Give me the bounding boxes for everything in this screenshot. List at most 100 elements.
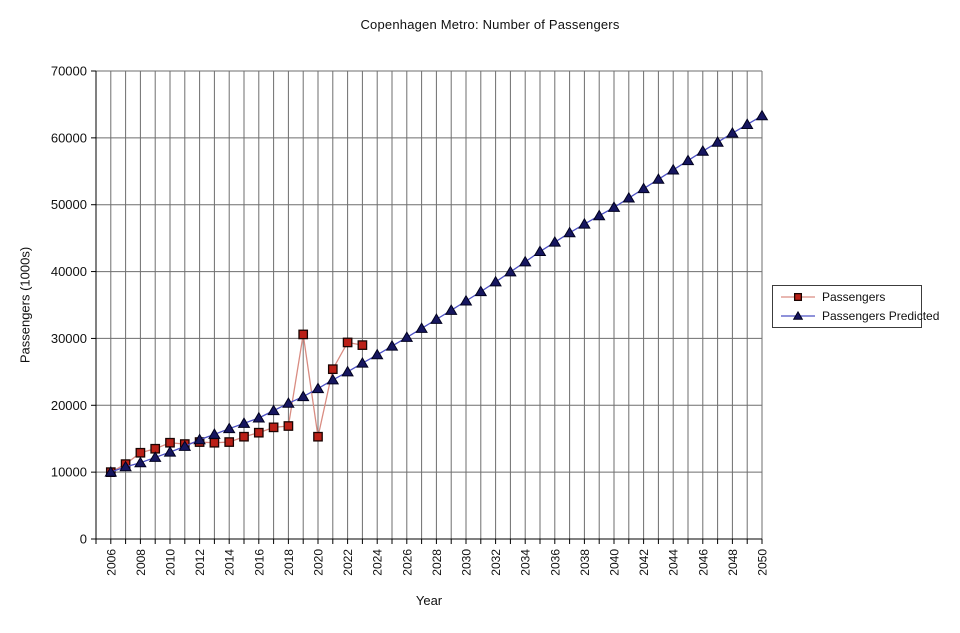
marker-passengers-predicted-2031	[474, 285, 488, 297]
marker-passengers-predicted-2023	[356, 356, 369, 368]
x-axis-title: Year	[415, 593, 443, 608]
marker-passengers-predicted-2011	[178, 440, 192, 451]
x-tick-label: 2022	[341, 549, 355, 576]
marker-passengers-2015	[239, 431, 249, 442]
x-tick-label: 2034	[519, 549, 533, 576]
legend-item-passengers: Passengers	[780, 290, 921, 305]
marker-passengers-predicted-2036	[548, 235, 562, 247]
marker-passengers-predicted-2022	[341, 365, 354, 377]
y-tick-label: 60000	[51, 130, 87, 145]
x-tick-label: 2014	[223, 549, 237, 576]
marker-passengers-predicted-2039	[592, 209, 606, 221]
marker-passengers-predicted-2017	[267, 404, 280, 416]
x-tick-label: 2026	[400, 549, 414, 576]
marker-passengers-2022	[342, 337, 353, 348]
marker-passengers-predicted-2042	[637, 182, 650, 194]
y-tick-label: 50000	[51, 197, 87, 212]
marker-passengers-2010	[165, 437, 175, 448]
marker-passengers-2016	[253, 427, 264, 438]
marker-passengers-predicted-2040	[607, 201, 621, 212]
x-tick-label: 2012	[193, 549, 207, 576]
marker-passengers-predicted-2021	[326, 373, 340, 385]
series-passengers-predicted	[104, 109, 769, 477]
marker-passengers-predicted-2037	[563, 226, 576, 238]
marker-passengers-predicted-2029	[444, 304, 458, 315]
x-tick-label: 2040	[608, 549, 622, 576]
marker-passengers-predicted-2035	[533, 245, 547, 257]
marker-passengers-2013	[209, 437, 220, 448]
marker-passengers-predicted-2018	[282, 397, 295, 408]
x-tick-label: 2042	[637, 549, 651, 576]
marker-passengers-predicted-2014	[222, 422, 236, 434]
x-tick-label: 2046	[696, 549, 710, 576]
series-line-passengers	[110, 334, 363, 473]
marker-passengers-predicted-2015	[237, 417, 251, 428]
x-tick-label: 2016	[252, 549, 266, 576]
marker-passengers-predicted-2012	[193, 433, 206, 445]
marker-passengers-2020	[313, 431, 323, 442]
legend-marker-sample	[793, 293, 803, 302]
y-tick-label: 10000	[51, 465, 87, 480]
marker-passengers-predicted-2019	[296, 390, 310, 402]
marker-passengers-2017	[268, 422, 279, 433]
marker-passengers-2014	[224, 437, 235, 447]
marker-passengers-predicted-2009	[148, 451, 162, 462]
marker-passengers-predicted-2045	[681, 154, 695, 166]
marker-passengers-predicted-2025	[385, 339, 399, 351]
marker-passengers-predicted-2049	[740, 118, 754, 129]
marker-passengers-predicted-2034	[518, 255, 532, 267]
marker-passengers-2008	[135, 447, 146, 458]
x-tick-label: 2036	[548, 549, 562, 576]
marker-passengers-predicted-2046	[696, 145, 710, 156]
series-passengers	[105, 329, 368, 477]
y-tick-label: 30000	[51, 331, 87, 346]
marker-passengers-predicted-2007	[119, 460, 132, 472]
y-tick-label: 0	[80, 532, 87, 547]
y-tick-label: 20000	[51, 398, 87, 413]
marker-passengers-2021	[327, 364, 338, 375]
marker-passengers-predicted-2027	[415, 322, 428, 333]
marker-passengers-predicted-2032	[489, 275, 502, 287]
marker-passengers-predicted-2030	[459, 294, 473, 306]
marker-passengers-predicted-2033	[504, 265, 517, 277]
y-tick-label: 40000	[51, 264, 87, 279]
marker-passengers-predicted-2047	[711, 136, 724, 147]
x-tick-label: 2028	[430, 549, 444, 576]
x-tick-label: 2038	[578, 549, 592, 576]
x-tick-label: 2032	[489, 549, 503, 576]
marker-passengers-2018	[283, 421, 294, 431]
marker-passengers-predicted-2048	[726, 126, 739, 138]
y-tick-label: 70000	[51, 64, 87, 79]
x-tick-label: 2050	[756, 549, 770, 576]
x-tick-label: 2008	[134, 549, 148, 576]
marker-passengers-predicted-2028	[430, 313, 443, 324]
x-tick-label: 2030	[460, 549, 474, 576]
marker-passengers-predicted-2013	[208, 428, 221, 439]
marker-passengers-2023	[357, 340, 368, 350]
legend-item-passengers-predicted: Passengers Predicted	[780, 308, 939, 323]
marker-passengers-predicted-2044	[666, 163, 680, 175]
x-tick-label: 2044	[667, 549, 681, 576]
marker-passengers-predicted-2024	[370, 348, 384, 360]
triangle-icon	[781, 310, 815, 320]
x-tick-label: 2048	[726, 549, 740, 576]
legend-marker-sample	[792, 310, 804, 320]
marker-passengers-predicted-2041	[622, 191, 636, 203]
square-icon	[781, 293, 815, 302]
x-tick-label: 2006	[104, 549, 118, 576]
marker-passengers-2019	[298, 329, 309, 340]
marker-passengers-predicted-2050	[755, 109, 769, 121]
x-tick-label: 2010	[164, 549, 178, 576]
legend: Passengers Passengers Predicted	[772, 285, 939, 328]
marker-passengers-predicted-2038	[578, 217, 591, 229]
x-tick-label: 2020	[312, 549, 326, 576]
marker-passengers-predicted-2043	[652, 173, 665, 184]
marker-passengers-predicted-2020	[311, 382, 325, 394]
marker-passengers-predicted-2026	[400, 331, 414, 342]
marker-passengers-predicted-2016	[252, 411, 266, 423]
x-tick-label: 2018	[282, 549, 296, 576]
chart-title: Copenhagen Metro: Number of Passengers	[360, 17, 620, 32]
legend-label: Passengers Predicted	[822, 308, 940, 323]
